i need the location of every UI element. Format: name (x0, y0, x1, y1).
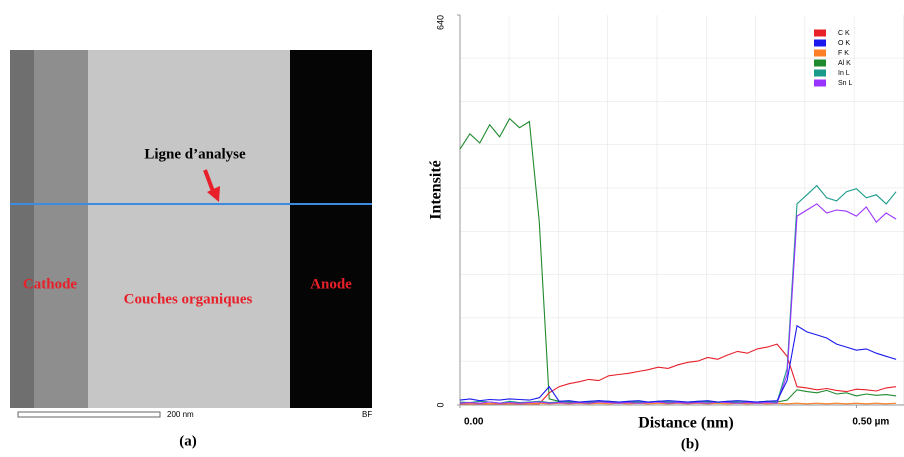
x-tick-label: 0.00 (464, 417, 484, 428)
x-tick-label: 0.50 µm (852, 417, 889, 428)
series-line (459, 402, 897, 405)
legend-label: Al K (838, 60, 851, 67)
image-band (34, 50, 88, 408)
image-band (10, 50, 34, 408)
y-axis-title: Intensité (428, 160, 445, 220)
legend-swatch (814, 49, 826, 57)
arrow-head (207, 186, 220, 202)
legend-label: O K (838, 40, 850, 47)
mode-label: BF (362, 410, 372, 419)
legend-label: Sn L (838, 80, 853, 87)
cathode-label: Cathode (23, 276, 78, 292)
legend-swatch (814, 39, 826, 47)
line-label: Ligne d’analyse (144, 146, 246, 162)
series-line (459, 324, 897, 403)
scale-bar (17, 411, 161, 418)
legend-swatch (814, 79, 826, 87)
organic-label: Couches organiques (124, 291, 253, 307)
y-tick-label: 640 (435, 15, 445, 30)
scale-label: 200 nm (167, 410, 194, 419)
legend-label: In L (838, 70, 850, 77)
legend-swatch (814, 69, 826, 77)
legend-swatch (814, 29, 826, 37)
image-band (290, 50, 372, 408)
y-tick-label: 0 (435, 402, 445, 407)
series-line (459, 203, 897, 404)
image-band (88, 50, 290, 408)
anode-label: Anode (310, 276, 352, 292)
legend-label: C K (838, 30, 850, 37)
legend-label: F K (838, 50, 849, 57)
caption: (b) (681, 436, 699, 452)
x-axis-title: Distance (nm) (638, 415, 734, 432)
caption: (a) (179, 433, 197, 449)
legend-swatch (814, 59, 826, 67)
